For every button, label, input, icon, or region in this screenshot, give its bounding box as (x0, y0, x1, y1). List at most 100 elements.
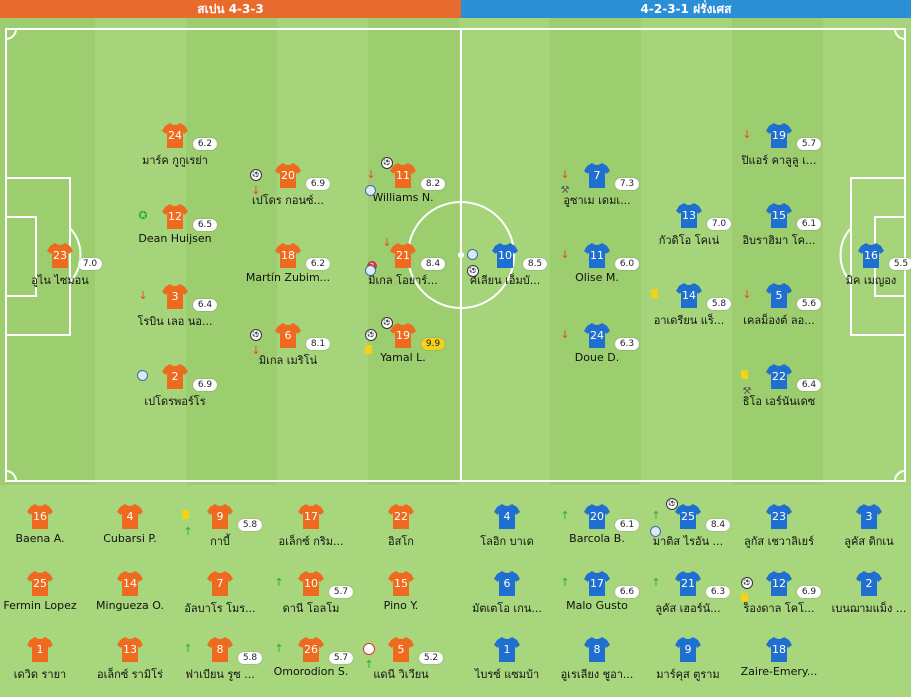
home_bench-player[interactable]: 14 Mingueza O. (70, 561, 190, 617)
home_bench-player[interactable]: 25 Fermin Lopez (0, 561, 100, 617)
player-name: คีเลียน เอ็มบั... (469, 274, 541, 287)
home_players-player[interactable]: 23 อูไน ไซมอน 7.0 (0, 233, 120, 289)
jersey-number: 10 (304, 577, 318, 590)
away_bench-player[interactable]: 2 เบนฌามแม็ง ... (809, 561, 911, 617)
rating-badge: 5.8 (238, 652, 262, 664)
rating-badge: 9.9 (421, 338, 445, 350)
jersey-number: 1 (36, 643, 44, 656)
away_bench-player[interactable]: 18 Zaire-Emery... (719, 627, 839, 683)
jersey-icon: 22 (387, 502, 415, 530)
home_bench-player[interactable]: 15 Pino Y. (341, 561, 461, 617)
home_players-player[interactable]: 20 เปโดร กอนซ์... 6.9 ⚽ ↓ (228, 153, 348, 209)
home_players-player[interactable]: 11 Williams N. 8.2 ↓ ⚽ (343, 153, 463, 209)
home_bench-player[interactable]: 7 อัลบาโร โมร... (160, 561, 280, 617)
sub-out-icon: ↓ (138, 289, 148, 302)
jersey-number: 11 (396, 169, 410, 182)
away_bench-player[interactable]: 23 ลูกัส เชวาลิเยร์ (719, 494, 839, 550)
jersey-icon: 12 (161, 202, 189, 230)
jersey-icon: 2 (161, 362, 189, 390)
away_bench-player[interactable]: 6 มัตเตโอ เกน... (447, 561, 567, 617)
away_bench-player[interactable]: 8 อูเรเลียง ชูอา... (537, 627, 657, 683)
away_players-player[interactable]: 16 มิค เมญอง 5.5 (811, 233, 911, 289)
away_players-player[interactable]: 7 อูซาเม เดมเ... 7.3 ↓ ⚒ (537, 153, 657, 209)
jersey-number: 7 (216, 577, 224, 590)
away_players-player[interactable]: 22 ธิโอ เอร์นันเดซ 6.4 ⚒ (719, 354, 839, 410)
own-goal-icon (363, 643, 375, 655)
jersey-icon: 23 (46, 241, 74, 269)
away_bench-player[interactable]: 4 โลอิก บาเด (447, 494, 567, 550)
jersey-icon: 23 (765, 502, 793, 530)
yellow-card-icon (741, 370, 748, 379)
player-name: ไบรซ์ แซมบ้า (474, 668, 540, 681)
home_players-player[interactable]: 12 Dean Huijsen 6.5 ✪ (115, 194, 235, 250)
away_bench-player[interactable]: 1 ไบรซ์ แซมบ้า (447, 627, 567, 683)
away_bench-player[interactable]: 3 ลูคัส ดิกเน (809, 494, 911, 550)
away_bench-player[interactable]: 9 มาร์คุส ตูราม (628, 627, 748, 683)
rating-badge: 8.2 (421, 178, 445, 190)
jersey-number: 18 (281, 249, 295, 262)
away_players-player[interactable]: 24 Doue D. 6.3 ↓ (537, 313, 657, 369)
jersey-icon: 13 (675, 201, 703, 229)
home_players-player[interactable]: 21มิเกล โอยาร์...8.42↓ (343, 233, 463, 289)
away_bench-player[interactable]: 21 ลูคัส เฮอร์นั... 6.3 ↑ (628, 561, 748, 617)
away_players-player[interactable]: 11 Olise M. 6.0 ↓ (537, 233, 657, 289)
away_bench-player[interactable]: 25 มาติส ไรอัน ... 8.4 ↑ ⚽ (628, 494, 748, 550)
away_players-player[interactable]: 15 อิบราฮิมา โค... 6.1 (719, 193, 839, 249)
away_players-player[interactable]: 14 อาเดรียน แร็... 5.8 (629, 273, 749, 329)
rating-badge: 5.5 (889, 258, 911, 270)
home_players-player[interactable]: 3 โรบิน เลอ นอ... 6.4 ↓ (115, 274, 235, 330)
jersey-number: 4 (126, 510, 134, 523)
rating-badge: 6.0 (615, 258, 639, 270)
jersey-number: 9 (216, 510, 224, 523)
player-name: อิบราฮิมา โค... (742, 234, 816, 247)
star-icon: ✪ (138, 209, 148, 222)
home_bench-player[interactable]: 10 ดานี โอลโม 5.7 ↑ (251, 561, 371, 617)
home_bench-player[interactable]: 13 อเล็กซ์ รามิโร่ (70, 627, 190, 683)
jersey-icon: 25 (674, 502, 702, 530)
jersey-number: 10 (498, 249, 512, 262)
home_players-player[interactable]: 18 Martín Zubim... 6.2 (228, 233, 348, 289)
away_players-player[interactable]: 5 เคลม็องต์ ลอ... 5.6 ↓ (719, 273, 839, 329)
jersey-number: 3 (171, 290, 179, 303)
away_players-player[interactable]: 19 ปิแอร์ คาลูลู เ... 5.7 ↓ (719, 113, 839, 169)
jersey-icon: 20 (274, 161, 302, 189)
sub-in-icon: ↑ (274, 576, 284, 589)
jersey-number: 20 (281, 169, 295, 182)
home_players-player[interactable]: 19 Yamal L. 9.9 ⚽ ⚽ (343, 313, 463, 369)
rating-badge: 8.4 (706, 519, 730, 531)
goal-icon: ⚽ (741, 577, 753, 589)
player-name: โรบิน เลอ นอ... (137, 315, 213, 328)
jersey-number: 13 (682, 209, 696, 222)
home_bench-player[interactable]: 4 Cubarsi P. (70, 494, 190, 550)
home_bench-player[interactable]: 8 ฟาเบียน รูซ ... 5.8 ↑ (160, 627, 280, 683)
jersey-number: 7 (593, 169, 601, 182)
away_bench-player[interactable]: 12 ร็องดาล โคโ... 6.9 ⚽ (719, 561, 839, 617)
jersey-number: 13 (123, 643, 137, 656)
jersey-icon: 10 (297, 569, 325, 597)
jersey-icon: 4 (493, 502, 521, 530)
home_bench-player[interactable]: 16 Baena A. (0, 494, 100, 550)
assist-icon (365, 265, 376, 276)
home_bench-player[interactable]: 17 อเล็กซ์ กริม... (251, 494, 371, 550)
home_bench-player[interactable]: 22 อิสโก (341, 494, 461, 550)
player-name: มาติส ไรอัน ... (652, 535, 724, 548)
home_players-player[interactable]: 2 เปโดรพอร์โร 6.9 (115, 354, 235, 410)
jersey-number: 12 (772, 577, 786, 590)
home_players-player[interactable]: 6 มิเกล เมริโน่ 8.1 ⚽ ↓ (228, 313, 348, 369)
away_players-player[interactable]: 10 คีเลียน เอ็มบั... 8.5 ⚽ (445, 233, 565, 289)
player-name: ลูคัส ดิกเน (844, 535, 894, 548)
away_players-player[interactable]: 13 กัวดิโอ โคเน่ 7.0 (629, 193, 749, 249)
home_bench-player[interactable]: 9 กาบี้ 5.8 ↑ (160, 494, 280, 550)
away_bench-player[interactable]: 20 Barcola B. 6.1 ↑ (537, 494, 657, 550)
home_bench-player[interactable]: 5 แดนี วิเวียน 5.2 ↑ (341, 627, 461, 683)
player-name: Zaire-Emery... (740, 665, 818, 678)
home_players-player[interactable]: 24 มาร์ค กูกูเรย่า 6.2 (115, 113, 235, 169)
jersey-icon: 18 (765, 635, 793, 663)
home_bench-player[interactable]: 1 เดวิด รายา (0, 627, 100, 683)
jersey-number: 25 (33, 577, 47, 590)
away_bench-player[interactable]: 17 Malo Gusto 6.6 ↑ (537, 561, 657, 617)
goal-icon: ⚽ (381, 317, 393, 329)
jersey-number: 6 (503, 577, 511, 590)
home_bench-player[interactable]: 26 Omorodion S. 5.7 ↑ (251, 627, 371, 683)
jersey-number: 22 (394, 510, 408, 523)
